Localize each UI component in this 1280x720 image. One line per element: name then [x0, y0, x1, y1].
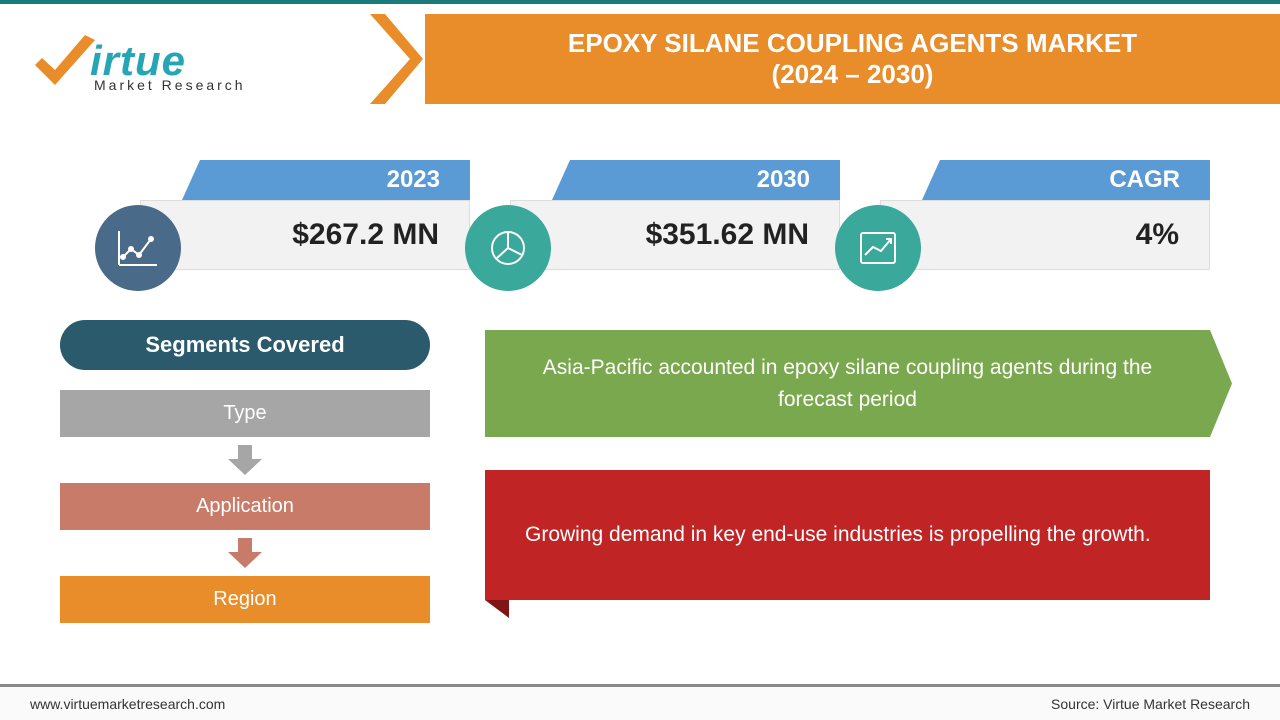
stat-value: $351.62 MN [510, 200, 840, 270]
stat-value: 4% [880, 200, 1210, 270]
stat-card-2023: 2023 $267.2 MN [140, 160, 470, 280]
segment-region: Region [60, 576, 430, 623]
segment-type: Type [60, 390, 430, 437]
title-line-2: (2024 – 2030) [772, 59, 934, 90]
brand-logo: irtue Market Research [30, 20, 310, 110]
insight-driver: Growing demand in key end-use industries… [485, 470, 1210, 600]
arrow-down-icon [60, 445, 430, 475]
insight-driver-text: Growing demand in key end-use industries… [525, 518, 1151, 552]
growth-chart-icon [835, 205, 921, 291]
chevron-right-icon [365, 14, 425, 104]
segments-header: Segments Covered [60, 320, 430, 370]
stat-year: 2030 [570, 160, 840, 200]
logo-checkmark-icon [30, 30, 100, 100]
stat-value: $267.2 MN [140, 200, 470, 270]
arrow-down-icon [60, 538, 430, 568]
insight-regional: Asia-Pacific accounted in epoxy silane c… [485, 330, 1210, 437]
top-accent-bar [0, 0, 1280, 4]
footer-url: www.virtuemarketresearch.com [30, 696, 225, 712]
pie-chart-icon [465, 205, 551, 291]
line-chart-icon [95, 205, 181, 291]
stat-year: 2023 [200, 160, 470, 200]
title-banner: EPOXY SILANE COUPLING AGENTS MARKET (202… [365, 14, 1280, 104]
title-line-1: EPOXY SILANE COUPLING AGENTS MARKET [568, 28, 1137, 59]
stat-card-cagr: CAGR 4% [880, 160, 1210, 280]
segment-application: Application [60, 483, 430, 530]
stat-card-2030: 2030 $351.62 MN [510, 160, 840, 280]
stats-row: 2023 $267.2 MN 2030 $351.62 MN CAGR 4% [140, 160, 1210, 280]
segments-panel: Segments Covered Type Application Region [60, 320, 430, 631]
footer-source: Source: Virtue Market Research [1051, 696, 1250, 712]
stat-year: CAGR [940, 160, 1210, 200]
insight-regional-text: Asia-Pacific accounted in epoxy silane c… [525, 352, 1170, 415]
logo-subtitle: Market Research [94, 77, 246, 93]
footer: www.virtuemarketresearch.com Source: Vir… [0, 684, 1280, 720]
